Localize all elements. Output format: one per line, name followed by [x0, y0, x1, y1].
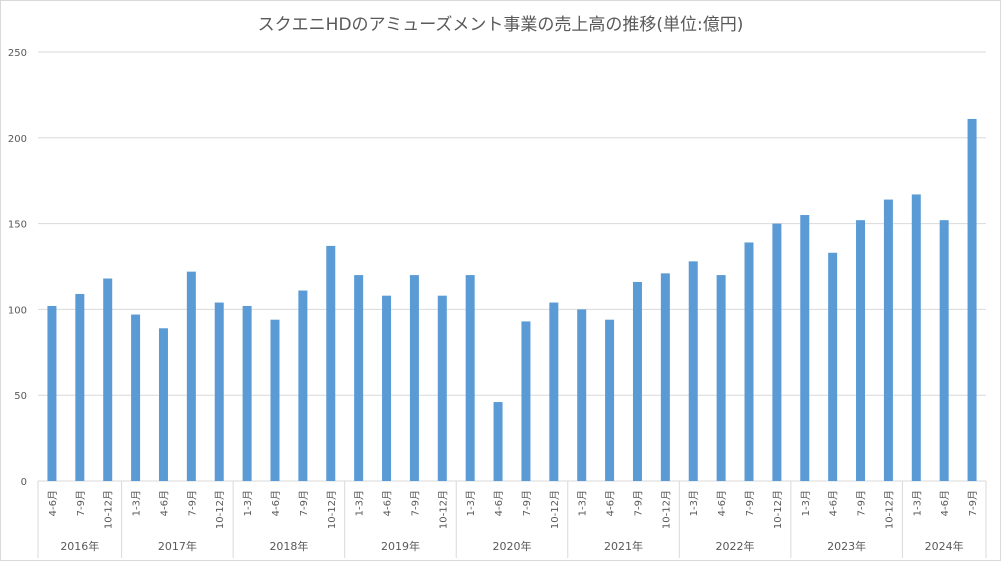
x-tick-label: 1-3月	[577, 490, 589, 516]
year-label: 2017年	[158, 539, 197, 553]
x-tick-label: 1-3月	[354, 490, 366, 516]
bar	[688, 261, 698, 481]
bar	[75, 293, 85, 481]
x-tick-label: 10-12月	[883, 490, 895, 529]
y-tick-label: 50	[14, 391, 27, 402]
y-tick-label: 200	[8, 134, 27, 145]
x-tick-label: 1-3月	[688, 490, 700, 516]
x-tick-label: 4-6月	[939, 490, 951, 516]
bar	[800, 215, 810, 481]
bar	[939, 220, 949, 481]
x-tick-label: 4-6月	[47, 490, 59, 516]
chart-title: スクエニHDのアミューズメント事業の売上高の推移(単位:億円)	[257, 15, 744, 35]
bar	[186, 271, 196, 481]
x-tick-label: 4-6月	[828, 490, 840, 516]
x-tick-label: 10-12月	[660, 490, 672, 529]
bar	[493, 402, 503, 481]
x-tick-label: 7-9月	[856, 490, 868, 516]
x-tick-label: 7-9月	[409, 490, 421, 516]
x-tick-label: 1-3月	[911, 490, 923, 516]
bar	[270, 319, 280, 481]
bar	[772, 223, 782, 481]
bar	[131, 314, 141, 481]
bar	[911, 194, 921, 482]
x-tick-label: 4-6月	[493, 490, 505, 516]
x-tick-label: 4-6月	[270, 490, 282, 516]
x-tick-label: 10-12月	[549, 490, 561, 529]
x-tick-label: 10-12月	[772, 490, 784, 529]
year-label: 2018年	[269, 539, 308, 553]
bar	[437, 295, 447, 481]
bar	[716, 275, 726, 481]
bar	[744, 242, 754, 481]
bar	[549, 302, 559, 481]
bar	[660, 273, 670, 481]
x-tick-label: 10-12月	[437, 490, 449, 529]
bar	[47, 305, 57, 481]
x-tick-label: 7-9月	[75, 490, 87, 516]
y-tick-label: 0	[21, 477, 27, 488]
year-label: 2020年	[493, 539, 532, 553]
bar	[521, 321, 531, 481]
x-tick-label: 4-6月	[158, 490, 170, 516]
bar	[577, 309, 587, 481]
x-tick-label: 1-3月	[800, 490, 812, 516]
x-tick-label: 4-6月	[382, 490, 394, 516]
y-tick-label: 100	[8, 305, 27, 316]
bar	[103, 278, 113, 481]
bar	[632, 281, 642, 481]
x-tick-label: 7-9月	[967, 490, 979, 516]
bar	[382, 295, 392, 481]
bar	[326, 245, 336, 481]
bar	[465, 275, 475, 481]
x-tick-label: 10-12月	[103, 490, 115, 529]
x-tick-label: 7-9月	[521, 490, 533, 516]
x-tick-label: 1-3月	[465, 490, 477, 516]
x-tick-label: 7-9月	[744, 490, 756, 516]
x-tick-label: 7-9月	[632, 490, 644, 516]
year-label: 2023年	[827, 539, 866, 553]
x-tick-label: 10-12月	[214, 490, 226, 529]
bar	[828, 252, 838, 481]
x-tick-label: 4-6月	[716, 490, 728, 516]
x-tick-label: 10-12月	[326, 490, 338, 529]
bar	[298, 290, 308, 481]
bar	[242, 305, 252, 481]
year-label: 2019年	[381, 539, 420, 553]
year-label: 2016年	[60, 539, 99, 553]
bar	[354, 275, 364, 481]
year-label: 2024年	[925, 539, 964, 553]
bar	[214, 302, 224, 481]
bar	[158, 328, 168, 481]
x-tick-label: 7-9月	[298, 490, 310, 516]
x-tick-label: 1-3月	[131, 490, 143, 516]
year-label: 2022年	[716, 539, 755, 553]
bar	[856, 220, 866, 481]
year-label: 2021年	[604, 539, 643, 553]
x-tick-label: 1-3月	[242, 490, 254, 516]
y-tick-label: 150	[8, 220, 27, 231]
x-tick-label: 7-9月	[186, 490, 198, 516]
bar	[605, 319, 615, 481]
x-tick-label: 4-6月	[605, 490, 617, 516]
y-tick-label: 250	[8, 48, 27, 59]
bar	[409, 275, 419, 481]
bar	[883, 199, 893, 482]
bar	[967, 118, 977, 481]
